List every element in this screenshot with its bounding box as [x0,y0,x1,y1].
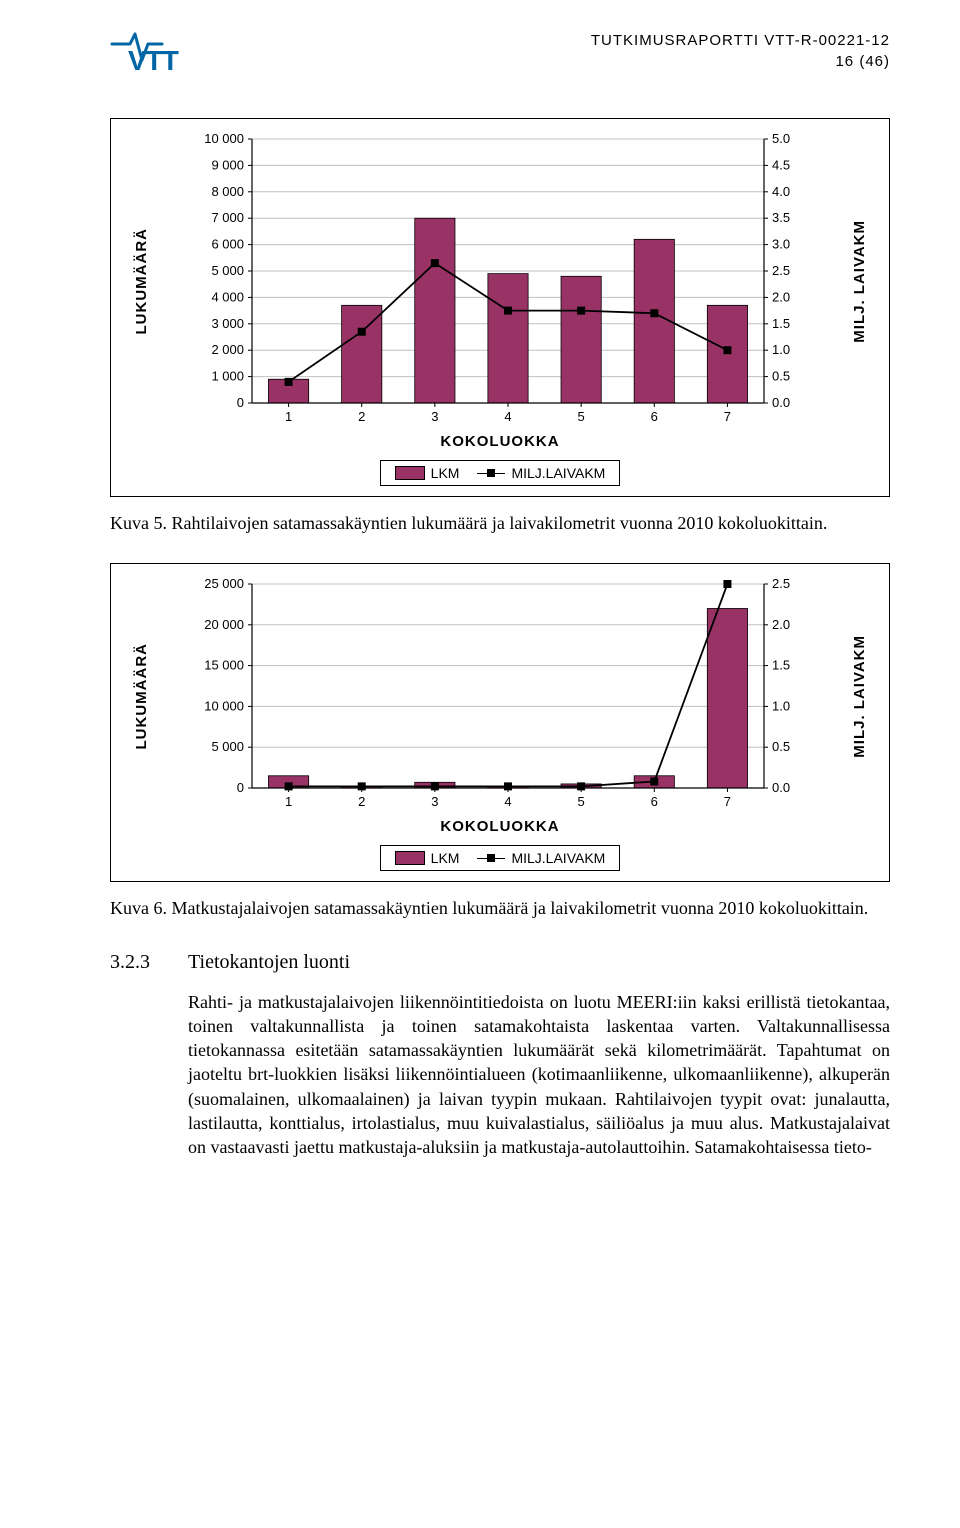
svg-text:3 000: 3 000 [211,316,244,331]
chart-2: LUKUMÄÄRÄ 0 5 000 10 000 15 000 20 000 25 000… [110,563,890,882]
svg-text:2 000: 2 000 [211,342,244,357]
section-title: Tietokantojen luonti [188,951,350,974]
page-header: VTT TUTKIMUSRAPORTTI VTT-R-00221-12 16 (… [110,30,890,78]
chart-1-ylabel-right: MILJ. LAIVAKM [845,131,873,431]
chart-2-xlabel: KOKOLUOKKA [127,818,873,835]
legend-line-label: MILJ.LAIVAKM [511,850,605,866]
svg-text:4: 4 [504,409,511,424]
svg-text:10 000: 10 000 [204,131,244,146]
svg-text:4 000: 4 000 [211,289,244,304]
svg-text:2: 2 [358,794,365,809]
svg-text:1 000: 1 000 [211,369,244,384]
swatch-line [477,852,505,864]
svg-text:3: 3 [431,794,438,809]
svg-text:1.0: 1.0 [772,699,790,714]
svg-text:5 000: 5 000 [211,739,244,754]
legend-line-label: MILJ.LAIVAKM [511,465,605,481]
section-number: 3.2.3 [110,951,158,974]
svg-text:9 000: 9 000 [211,157,244,172]
svg-text:10 000: 10 000 [204,699,244,714]
svg-text:0.5: 0.5 [772,739,790,754]
svg-text:2: 2 [358,409,365,424]
svg-text:1: 1 [285,409,292,424]
swatch-line [477,467,505,479]
svg-text:4: 4 [504,794,511,809]
svg-text:7 000: 7 000 [211,210,244,225]
doc-id: TUTKIMUSRAPORTTI VTT-R-00221-12 [591,30,890,51]
svg-text:0: 0 [237,780,244,795]
vtt-logo: VTT [110,30,240,78]
svg-text:25 000: 25 000 [204,576,244,591]
legend-item-bars: LKM [395,465,460,481]
svg-text:4.0: 4.0 [772,184,790,199]
svg-text:2.5: 2.5 [772,263,790,278]
svg-text:2.0: 2.0 [772,617,790,632]
svg-text:7: 7 [724,794,731,809]
chart-1-xlabel: KOKOLUOKKA [127,433,873,450]
svg-text:1.5: 1.5 [772,658,790,673]
svg-text:5.0: 5.0 [772,131,790,146]
svg-text:8 000: 8 000 [211,184,244,199]
svg-text:3.5: 3.5 [772,210,790,225]
svg-text:1.5: 1.5 [772,316,790,331]
svg-text:5: 5 [578,794,585,809]
svg-text:3: 3 [431,409,438,424]
chart-2-plot: 0 5 000 10 000 15 000 20 000 25 000 0.0 0.5 1.0 1… [155,576,845,816]
legend-bar-label: LKM [431,850,460,866]
chart-1-legend: LKM MILJ.LAIVAKM [380,460,621,486]
svg-text:3.0: 3.0 [772,237,790,252]
svg-text:5: 5 [578,409,585,424]
svg-text:1.0: 1.0 [772,342,790,357]
legend-item-line: MILJ.LAIVAKM [477,850,605,866]
svg-text:2.5: 2.5 [772,576,790,591]
svg-text:6: 6 [651,794,658,809]
section-body: Rahti- ja matkustajalaivojen liikennöint… [188,990,890,1160]
chart-1-ylabel-left: LUKUMÄÄRÄ [127,131,155,431]
legend-item-bars: LKM [395,850,460,866]
chart-1-plot: 0 1 000 2 000 3 000 4 000 5 000 6 000 7 000 8 00… [155,131,845,431]
legend-bar-label: LKM [431,465,460,481]
chart-1: LUKUMÄÄRÄ 0 1 000 2 000 3 000 4 000 5 000 6 00… [110,118,890,497]
svg-text:VTT: VTT [128,45,179,76]
header-text: TUTKIMUSRAPORTTI VTT-R-00221-12 16 (46) [591,30,890,72]
svg-text:7: 7 [724,409,731,424]
svg-text:4.5: 4.5 [772,157,790,172]
chart-1-caption: Kuva 5. Rahtilaivojen satamassakäyntien … [110,511,890,535]
svg-text:5 000: 5 000 [211,263,244,278]
swatch-bar [395,851,425,865]
svg-text:0.0: 0.0 [772,780,790,795]
svg-text:6: 6 [651,409,658,424]
legend-item-line: MILJ.LAIVAKM [477,465,605,481]
swatch-bar [395,466,425,480]
svg-text:15 000: 15 000 [204,658,244,673]
svg-text:1: 1 [285,794,292,809]
page-number: 16 (46) [591,51,890,72]
svg-text:2.0: 2.0 [772,289,790,304]
svg-text:6 000: 6 000 [211,237,244,252]
section-heading: 3.2.3 Tietokantojen luonti [110,951,890,974]
chart-2-caption: Kuva 6. Matkustajalaivojen satamassakäyn… [110,896,890,920]
svg-text:0: 0 [237,395,244,410]
chart-2-legend: LKM MILJ.LAIVAKM [380,845,621,871]
svg-text:0.5: 0.5 [772,369,790,384]
svg-text:20 000: 20 000 [204,617,244,632]
svg-text:0.0: 0.0 [772,395,790,410]
chart-2-ylabel-right: MILJ. LAIVAKM [845,576,873,816]
chart-2-ylabel-left: LUKUMÄÄRÄ [127,576,155,816]
